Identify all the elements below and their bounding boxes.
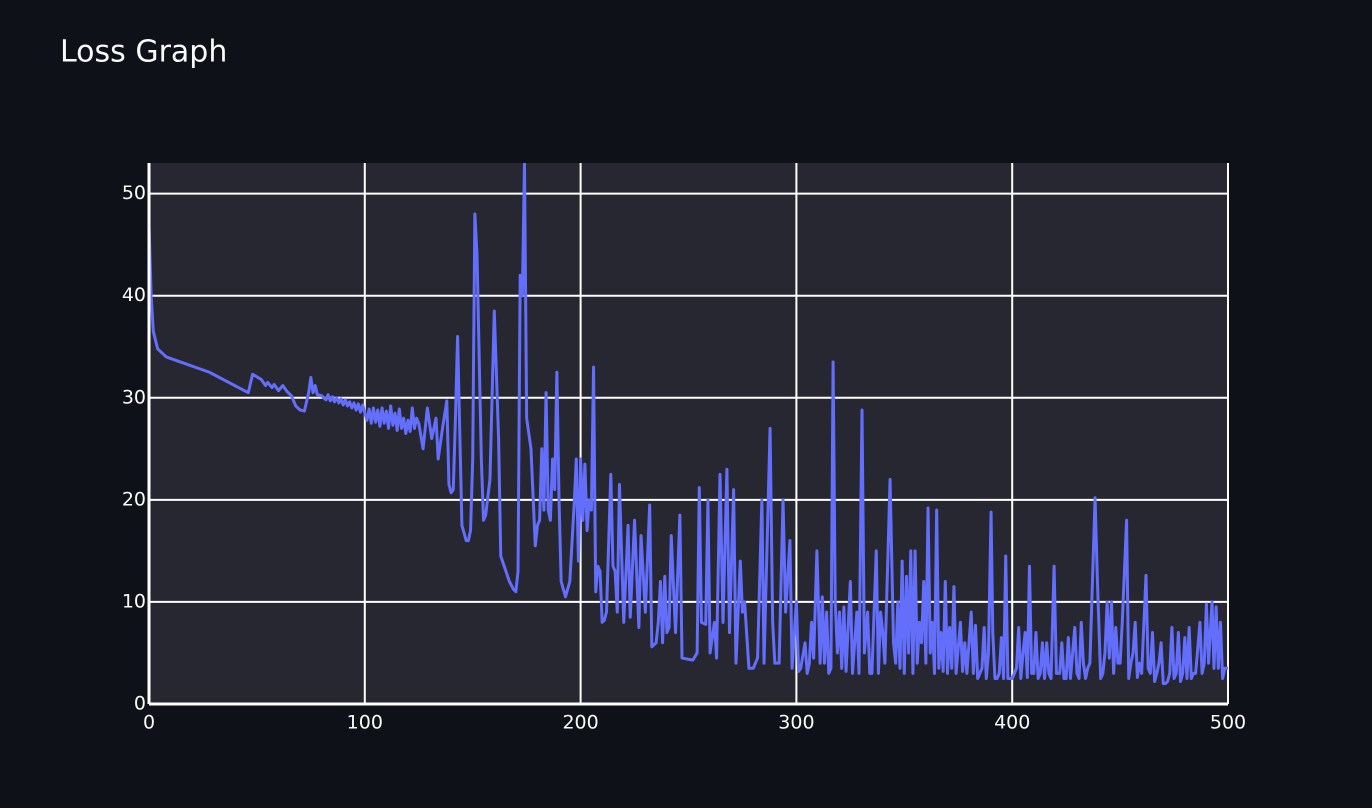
x-tick-label: 100 <box>347 712 383 734</box>
y-tick-label: 50 <box>122 182 146 204</box>
x-tick-label: 200 <box>562 712 598 734</box>
loss-line <box>149 163 1228 686</box>
x-tick-label: 400 <box>994 712 1030 734</box>
y-tick-label: 40 <box>122 284 146 306</box>
x-tick-label: 300 <box>778 712 814 734</box>
y-tick-label: 20 <box>122 488 146 510</box>
y-tick-label: 0 <box>134 693 146 715</box>
y-tick-label: 30 <box>122 386 146 408</box>
x-tick-label: 500 <box>1210 712 1246 734</box>
plot-area <box>149 163 1228 704</box>
series <box>149 163 1228 686</box>
chart-title: Loss Graph <box>60 35 227 70</box>
x-tick-label: 0 <box>143 712 155 734</box>
y-tick-label: 10 <box>122 590 146 612</box>
